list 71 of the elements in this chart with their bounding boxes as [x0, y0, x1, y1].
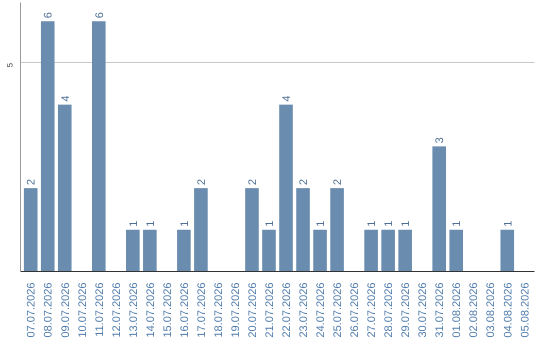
x-tick-label: 11.07.2026	[94, 282, 106, 337]
x-tick-label: 14.07.2026	[144, 282, 157, 338]
y-tick-label: 5	[6, 62, 14, 68]
bar	[296, 188, 310, 272]
data-label: 2	[246, 178, 259, 186]
bar	[194, 188, 208, 272]
data-label: 2	[332, 178, 344, 186]
x-tick-label: 28.07.2026	[383, 282, 396, 338]
data-label: 1	[128, 220, 140, 227]
x-tick-label: 27.07.2026	[366, 282, 378, 338]
x-tick-label: 03.08.2026	[485, 282, 498, 338]
x-tick-label: 08.07.2026	[42, 282, 55, 338]
x-tick-label: 09.07.2026	[60, 282, 72, 338]
bar	[313, 230, 327, 272]
data-label: 1	[400, 220, 412, 227]
bar	[245, 188, 259, 272]
x-tick-label: 25.07.2026	[332, 282, 344, 338]
data-label: 1	[178, 220, 191, 227]
bar	[381, 230, 395, 272]
x-tick-label: 29.07.2026	[400, 282, 412, 338]
bar	[449, 230, 464, 272]
bar	[143, 230, 157, 272]
data-label: 1	[144, 220, 157, 227]
bar	[500, 230, 514, 272]
data-label: 1	[366, 220, 378, 227]
bar	[40, 21, 55, 272]
data-label: 6	[42, 12, 55, 18]
x-tick-label: 23.07.2026	[298, 282, 310, 338]
data-label: 6	[94, 12, 106, 18]
x-tick-label: 30.07.2026	[417, 282, 430, 338]
bar	[126, 230, 140, 272]
x-tick-label: 10.07.2026	[76, 282, 89, 338]
data-label: 1	[264, 220, 276, 227]
x-tick-label: 18.07.2026	[212, 282, 225, 338]
bar	[177, 230, 191, 272]
x-tick-label: 31.07.2026	[434, 282, 446, 338]
x-tick-label: 20.07.2026	[246, 282, 259, 338]
x-tick-label: 04.08.2026	[502, 282, 514, 338]
x-tick-label: 17.07.2026	[196, 282, 208, 338]
x-tick-label: 16.07.2026	[178, 282, 191, 338]
bar	[398, 230, 412, 272]
bar	[92, 21, 106, 272]
data-label: 1	[315, 220, 328, 227]
data-label: 4	[60, 96, 72, 102]
data-label: 3	[434, 137, 446, 144]
x-tick-label: 26.07.2026	[349, 282, 362, 338]
x-tick-label: 12.07.2026	[110, 282, 123, 338]
data-label: 2	[26, 178, 38, 186]
bar	[432, 146, 446, 272]
bar	[330, 188, 344, 272]
x-tick-label: 19.07.2026	[230, 282, 242, 338]
x-tick-label: 24.07.2026	[315, 282, 328, 338]
x-tick-label: 22.07.2026	[281, 282, 294, 338]
x-tick-label: 15.07.2026	[162, 282, 174, 338]
bar	[279, 104, 293, 272]
data-label: 1	[451, 220, 464, 227]
x-tick-label: 13.07.2026	[128, 282, 140, 338]
x-tick-label: 02.08.2026	[468, 282, 480, 338]
data-label: 1	[502, 220, 514, 227]
data-label: 2	[196, 178, 208, 186]
data-label: 1	[383, 220, 396, 227]
x-tick-label: 21.07.2026	[264, 282, 276, 338]
x-tick-label: 01.08.2026	[451, 282, 464, 338]
data-label: 4	[281, 96, 294, 102]
bar	[364, 230, 378, 272]
bar	[262, 230, 276, 272]
bar	[58, 104, 72, 272]
x-tick-label: 05.08.2026	[519, 282, 532, 338]
data-label: 2	[298, 178, 310, 186]
x-tick-label: 07.07.2026	[26, 282, 38, 338]
bar	[24, 188, 38, 272]
